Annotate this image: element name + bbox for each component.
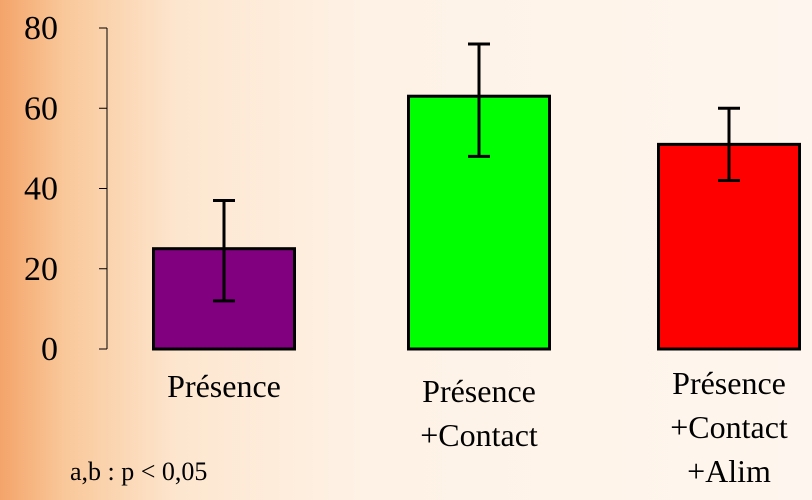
category-label: Présence (422, 373, 536, 409)
category-labels: Présence Présence +Contact Présence +Contact… (167, 365, 788, 489)
error-bar (468, 42, 490, 158)
category-label: +Contact (420, 417, 538, 453)
y-tick-label: 40 (24, 171, 58, 208)
y-tick-label: 60 (24, 90, 58, 127)
y-axis: 0 20 40 60 80 (24, 10, 108, 368)
y-tick-label: 20 (24, 251, 58, 288)
category-label: +Contact (670, 409, 788, 445)
category-label: Présence (672, 365, 786, 401)
error-bars (213, 42, 740, 303)
significance-footnote: a,b : p < 0,05 (70, 457, 207, 486)
error-bar (213, 199, 235, 303)
bars (152, 94, 801, 351)
category-label: Présence (167, 368, 281, 404)
y-tick-label: 0 (41, 331, 58, 368)
error-bar (718, 106, 740, 182)
y-tick-label: 80 (24, 10, 58, 47)
category-label: +Alim (687, 453, 771, 489)
